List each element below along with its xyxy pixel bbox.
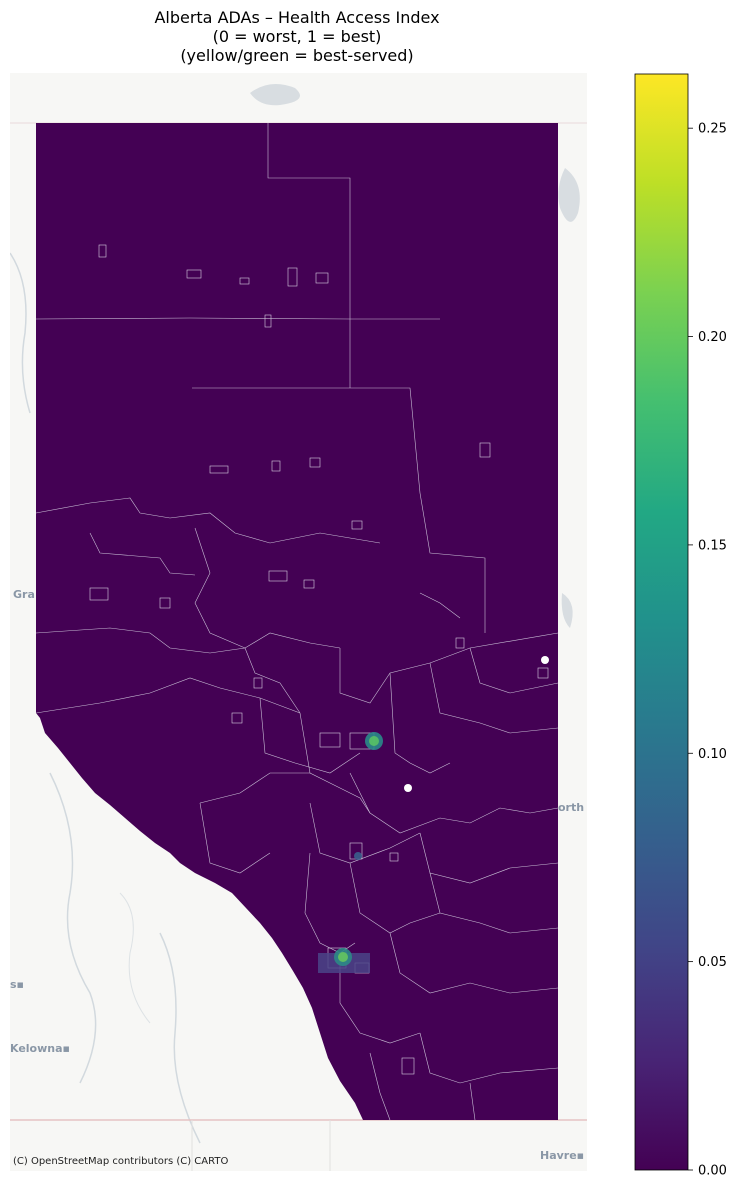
basemap-label-kelowna: Kelowna▪ bbox=[10, 1042, 70, 1055]
basemap-label-havre: Havre▪ bbox=[540, 1149, 585, 1162]
no-data-area bbox=[541, 656, 549, 664]
basemap-lake bbox=[250, 84, 300, 106]
chart-title: Alberta ADAs – Health Access Index (0 = … bbox=[0, 8, 594, 65]
hotspot-edmonton-core bbox=[369, 736, 379, 746]
title-line-3: (yellow/green = best-served) bbox=[180, 46, 414, 65]
colorbar: 0.00 0.05 0.10 0.15 0.20 0.25 bbox=[634, 73, 727, 1179]
basemap-river bbox=[159, 932, 201, 1144]
choropleth-map bbox=[10, 73, 587, 1171]
colorbar-tick-label: 0.20 bbox=[698, 330, 727, 345]
colorbar-tick-label: 0.05 bbox=[698, 955, 727, 970]
basemap-lake bbox=[561, 593, 573, 628]
basemap-river bbox=[49, 772, 97, 1084]
colorbar-tick-label: 0.00 bbox=[698, 1164, 727, 1179]
basemap-label-west: Gra bbox=[13, 588, 35, 601]
hotspot-calgary-core bbox=[338, 952, 348, 962]
alberta-province bbox=[36, 123, 558, 1120]
map-attribution: (C) OpenStreetMap contributors (C) CARTO bbox=[13, 1156, 229, 1167]
colorbar-tick-label: 0.25 bbox=[698, 122, 727, 137]
basemap-label-southwest: s▪ bbox=[10, 978, 25, 991]
basemap-river bbox=[119, 892, 151, 1024]
hotspot-red-deer bbox=[354, 852, 362, 860]
title-line-1: Alberta ADAs – Health Access Index bbox=[154, 8, 440, 27]
ada-boundaries bbox=[35, 123, 559, 1121]
colorbar-tick-label: 0.10 bbox=[698, 747, 727, 762]
colorbar-gradient bbox=[634, 73, 689, 1171]
basemap-lake bbox=[558, 168, 580, 222]
colorbar-ticks: 0.00 0.05 0.10 0.15 0.20 0.25 bbox=[688, 122, 727, 1179]
title-line-2: (0 = worst, 1 = best) bbox=[212, 27, 382, 46]
no-data-area bbox=[404, 784, 412, 792]
colorbar-tick-label: 0.15 bbox=[698, 538, 727, 553]
basemap-river bbox=[10, 252, 31, 414]
basemap-label-north: orth bbox=[558, 801, 585, 814]
